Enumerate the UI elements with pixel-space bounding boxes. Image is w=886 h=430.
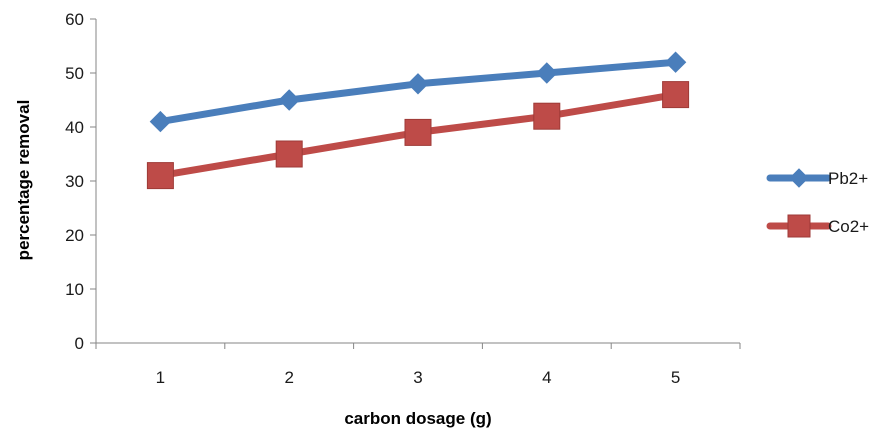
- data-point: [275, 140, 303, 168]
- x-tick-label: 4: [542, 368, 551, 387]
- x-tick-label: 1: [156, 368, 165, 387]
- x-axis-title: carbon dosage (g): [344, 409, 491, 428]
- data-point: [278, 89, 300, 111]
- data-point: [533, 102, 561, 130]
- series-co2: [146, 81, 690, 190]
- legend-item: Co2+: [766, 214, 869, 238]
- data-point: [664, 51, 687, 73]
- legend-item: Pb2+: [766, 168, 868, 188]
- y-tick-label: 40: [65, 118, 84, 137]
- y-tick-label: 60: [65, 10, 84, 29]
- data-point: [407, 73, 429, 95]
- y-tick-label: 0: [75, 334, 84, 353]
- x-tick-label: 3: [413, 368, 422, 387]
- data-point: [149, 110, 172, 133]
- legend-marker: [789, 168, 809, 188]
- y-tick-label: 20: [65, 226, 84, 245]
- legend-marker: [787, 214, 811, 238]
- series-pb2: [149, 51, 687, 133]
- y-tick-label: 30: [65, 172, 84, 191]
- legend-label: Pb2+: [828, 169, 868, 188]
- y-tick-label: 50: [65, 64, 84, 83]
- data-point: [146, 162, 174, 190]
- x-tick-label: 5: [671, 368, 680, 387]
- legend-label: Co2+: [828, 217, 869, 236]
- data-point: [536, 62, 558, 84]
- x-tick-label: 2: [284, 368, 293, 387]
- y-tick-label: 10: [65, 280, 84, 299]
- data-point: [662, 81, 690, 109]
- data-point: [404, 118, 432, 146]
- y-axis-title: percentage removal: [14, 100, 33, 261]
